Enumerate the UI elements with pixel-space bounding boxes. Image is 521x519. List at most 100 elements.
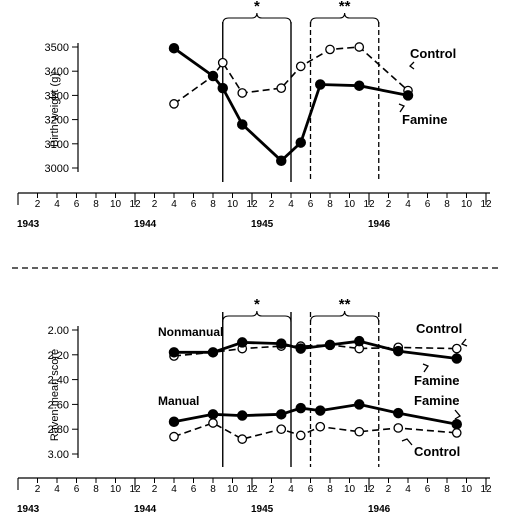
top-x-tick-label: 8 <box>93 199 99 210</box>
bottom-series-1-point <box>207 347 219 358</box>
bottom-y-tick-label: 2.60 <box>48 399 69 411</box>
top-series-1-point <box>314 79 326 90</box>
top-series-1-point <box>217 82 228 94</box>
top-x-tick-label: 8 <box>210 199 216 210</box>
bottom-series-2-point <box>451 418 462 430</box>
top-year-label: 1943 <box>17 219 40 230</box>
top-control-label: Control <box>410 46 456 61</box>
top-series-0-point <box>217 57 228 68</box>
top-x-tick-label: 6 <box>191 199 197 210</box>
bottom-control-lower-label: Control <box>414 444 460 459</box>
bottom-famine-upper-label: Famine <box>414 373 460 388</box>
top-x-tick-label: 12 <box>480 199 492 210</box>
top-y-tick-label: 3100 <box>45 139 69 151</box>
top-x-tick-label: 8 <box>444 199 450 210</box>
top-y-tick-label: 3400 <box>45 66 69 78</box>
bottom-x-tick-label: 8 <box>93 484 99 495</box>
top-x-tick-label: 10 <box>461 199 473 210</box>
bottom-control-lower-arrow <box>401 438 413 446</box>
bottom-famine-lower-label: Famine <box>414 393 460 408</box>
bottom-series-1-point <box>324 339 336 351</box>
bottom-x-tick-label: 10 <box>227 484 239 495</box>
top-y-axis-title: Birth weight (g) <box>49 73 61 147</box>
top-series-0-point <box>354 42 365 52</box>
top-period2-label: ** <box>339 0 351 15</box>
bottom-x-tick-label: 2 <box>152 484 158 495</box>
bottom-x-tick-label: 12 <box>129 484 141 495</box>
bottom-y-tick-label: 3.00 <box>48 449 69 461</box>
bottom-x-tick-label: 2 <box>35 484 41 495</box>
bottom-series-1-point <box>295 343 306 354</box>
bottom-series-1-point <box>168 347 180 358</box>
top-series-0-point <box>237 88 248 98</box>
bottom-x-tick-label: 4 <box>288 484 294 495</box>
bottom-series-3-point <box>354 426 365 437</box>
bottom-x-tick-label: 12 <box>480 484 492 495</box>
bottom-x-tick-label: 12 <box>246 484 258 495</box>
bottom-x-tick-label: 12 <box>363 484 375 495</box>
bottom-series-0-point <box>451 343 462 354</box>
top-x-tick-label: 10 <box>110 199 122 210</box>
top-famine-arrow <box>398 103 405 113</box>
top-x-tick-label: 4 <box>405 199 411 210</box>
top-x-tick-label: 6 <box>425 199 431 210</box>
bottom-series-3-point <box>315 421 326 432</box>
top-series-0-line <box>173 46 409 105</box>
raven-score-chart: Raven mean score 2.00 2.20 2.40 2.60 2.80 3.0… <box>17 296 492 515</box>
bottom-period2-brace <box>309 310 380 323</box>
nonmanual-group-label: Nonmanual <box>158 325 223 339</box>
bottom-year-label: 1946 <box>368 504 391 515</box>
bottom-series-2-point <box>314 405 326 416</box>
bottom-series-2-point <box>392 407 404 419</box>
top-x-tick-label: 12 <box>129 199 141 210</box>
top-x-tick-label: 4 <box>171 199 177 210</box>
bottom-x-tick-label: 4 <box>171 484 177 495</box>
bottom-series-2-point <box>236 410 248 421</box>
manual-group-label: Manual <box>158 394 199 408</box>
top-series-1-point <box>168 42 180 54</box>
top-period1-label: * <box>254 0 260 15</box>
top-series-1-point <box>207 70 219 82</box>
top-x-tick-label: 2 <box>35 199 41 210</box>
bottom-series <box>168 335 462 444</box>
bottom-series-3-point <box>276 424 287 435</box>
top-series-0-point <box>325 44 335 55</box>
bottom-control-upper-label: Control <box>416 321 462 336</box>
top-series-1-point <box>402 90 414 101</box>
top-x-tick-label: 6 <box>74 199 80 210</box>
bottom-x-tick-label: 10 <box>461 484 473 495</box>
bottom-series-2-point <box>353 399 365 410</box>
bottom-famine-periods: * ** <box>222 296 380 467</box>
bottom-series-1-point <box>451 353 462 364</box>
bottom-y-tick-label: 2.20 <box>48 350 69 362</box>
bottom-series-3-point <box>295 430 306 441</box>
top-series-1-point <box>275 155 287 166</box>
top-x-tick-label: 4 <box>54 199 60 210</box>
top-x-tick-label: 12 <box>246 199 258 210</box>
bottom-x-axis: 2 4 6 8 10 12 2 4 6 8 10 12 2 4 6 8 10 12 2 4 6 8 10 12 1943 1944… <box>17 477 492 515</box>
bottom-control-upper-arrow <box>460 338 468 347</box>
bottom-period1-brace <box>222 310 292 323</box>
bottom-period1-label: * <box>254 296 260 313</box>
bottom-series-3-point <box>393 423 404 433</box>
bottom-year-label: 1943 <box>17 504 40 515</box>
bottom-famine-lower-arrow <box>454 409 461 420</box>
top-x-tick-label: 6 <box>308 199 314 210</box>
top-famine-label: Famine <box>402 112 448 127</box>
bottom-y-tick-label: 2.00 <box>48 325 69 337</box>
top-series-1-point <box>353 80 365 91</box>
bottom-series-1-point <box>353 335 365 347</box>
top-series-0-point <box>295 61 306 72</box>
bottom-x-tick-label: 4 <box>54 484 60 495</box>
top-x-tick-label: 8 <box>327 199 333 210</box>
top-x-tick-label: 10 <box>344 199 356 210</box>
top-series <box>168 42 414 166</box>
bottom-x-tick-label: 10 <box>344 484 356 495</box>
top-x-axis: 2 4 6 8 10 12 2 4 6 8 10 12 2 4 6 8 10 12 2 4 6 8 10 12 1943 1944… <box>17 192 492 230</box>
bottom-series-3-point <box>237 434 248 444</box>
top-year-label: 1944 <box>134 219 157 230</box>
top-x-tick-label: 2 <box>152 199 158 210</box>
bottom-x-tick-label: 2 <box>269 484 275 495</box>
top-x-tick-label: 12 <box>363 199 375 210</box>
